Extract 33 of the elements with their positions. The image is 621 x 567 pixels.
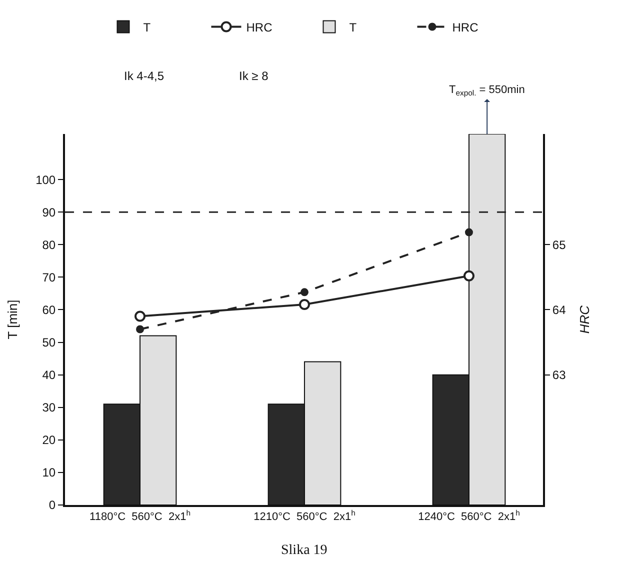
y-tick-label: 50: [42, 335, 56, 350]
point: [300, 288, 308, 296]
legend-label: HRC: [246, 20, 273, 34]
legend-label: T: [143, 20, 152, 34]
text: Slika 19: [281, 543, 328, 558]
point: [136, 325, 144, 334]
y-tick-label: 60: [42, 302, 56, 317]
y-axis-title: T [min]: [5, 300, 20, 340]
point: [298, 299, 310, 310]
point: [464, 228, 473, 236]
point: [134, 310, 146, 322]
y2-tick-label: 64: [552, 302, 566, 317]
x-tick-label: 1180°C 560°C 2x1$^{h}$: [90, 508, 190, 524]
y-tick-label: 90: [42, 205, 56, 220]
y2-tick-label: 63: [552, 368, 566, 382]
legend-label: T: [349, 20, 358, 34]
x-tick-label: 1210°C 560°C 2x1$^{h}$: [254, 508, 356, 524]
x-tick-label: 1240°C 560°C 2x1$^{h}$: [418, 508, 520, 524]
text: T$_{expol.}$ = 550min: [449, 84, 525, 98]
text: Ik ≥ 8: [239, 69, 269, 83]
y-tick-label: 20: [42, 433, 56, 448]
y-tick-label: 30: [42, 400, 56, 415]
y2-axis-title: HRC: [577, 304, 592, 334]
point: [463, 270, 474, 282]
legend-label: HRC: [452, 20, 479, 34]
y-tick-label: 40: [42, 368, 56, 382]
y-tick-label: 100: [36, 172, 56, 187]
text: Ik 4-4,5: [124, 69, 164, 83]
y-tick-label: 80: [42, 238, 56, 252]
y-tick-label: 70: [42, 270, 56, 284]
y-tick-label: 0: [48, 498, 56, 512]
y-tick-label: 10: [42, 466, 56, 480]
y2-tick-label: 65: [552, 238, 566, 252]
